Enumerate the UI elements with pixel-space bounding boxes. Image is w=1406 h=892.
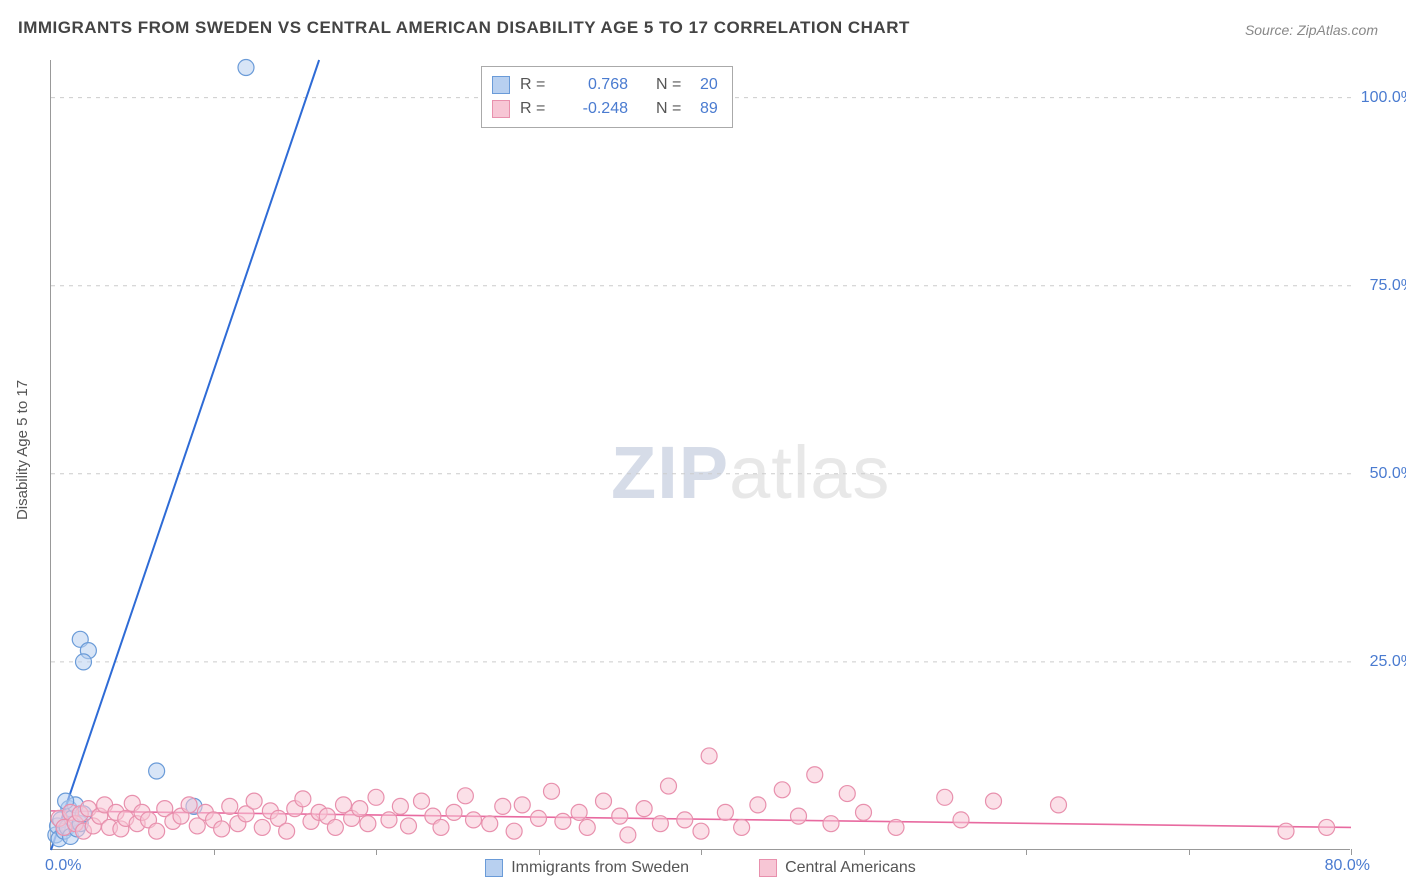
y-tick-label: 75.0% xyxy=(1370,277,1406,295)
series-legend-item: Immigrants from Sweden xyxy=(485,859,689,877)
y-tick-label: 25.0% xyxy=(1370,653,1406,671)
legend-r-value: -0.248 xyxy=(564,97,628,121)
y-axis-title: Disability Age 5 to 17 xyxy=(14,380,31,520)
x-tick xyxy=(214,849,215,855)
legend-n-label: N = xyxy=(656,97,690,121)
legend-row: R = -0.248 N = 89 xyxy=(492,97,718,121)
legend-r-label: R = xyxy=(520,73,554,97)
series-legend-item: Central Americans xyxy=(759,859,916,877)
chart-svg xyxy=(51,60,1350,849)
x-tick xyxy=(1189,849,1190,855)
source-attribution: Source: ZipAtlas.com xyxy=(1245,22,1378,38)
legend-swatch xyxy=(492,100,510,118)
series-name: Central Americans xyxy=(785,859,916,877)
y-tick-label: 100.0% xyxy=(1361,89,1406,107)
legend-swatch xyxy=(492,76,510,94)
legend-n-value: 89 xyxy=(700,97,718,121)
x-tick xyxy=(1351,849,1352,855)
legend-r-label: R = xyxy=(520,97,554,121)
legend-swatch xyxy=(759,859,777,877)
y-tick-label: 50.0% xyxy=(1370,465,1406,483)
legend-n-label: N = xyxy=(656,73,690,97)
legend-n-value: 20 xyxy=(700,73,718,97)
x-tick xyxy=(539,849,540,855)
legend-row: R = 0.768 N = 20 xyxy=(492,73,718,97)
x-tick xyxy=(864,849,865,855)
x-tick xyxy=(376,849,377,855)
legend-r-value: 0.768 xyxy=(564,73,628,97)
series-legend: Immigrants from Sweden Central Americans xyxy=(51,859,1350,877)
x-tick xyxy=(701,849,702,855)
x-tick xyxy=(1026,849,1027,855)
legend-swatch xyxy=(485,859,503,877)
chart-title: IMMIGRANTS FROM SWEDEN VS CENTRAL AMERIC… xyxy=(18,18,910,38)
correlation-legend: R = 0.768 N = 20 R = -0.248 N = 89 xyxy=(481,66,733,128)
series-name: Immigrants from Sweden xyxy=(511,859,689,877)
plot-area: ZIPatlas 25.0%50.0%75.0%100.0% 0.0% 80.0… xyxy=(50,60,1350,850)
